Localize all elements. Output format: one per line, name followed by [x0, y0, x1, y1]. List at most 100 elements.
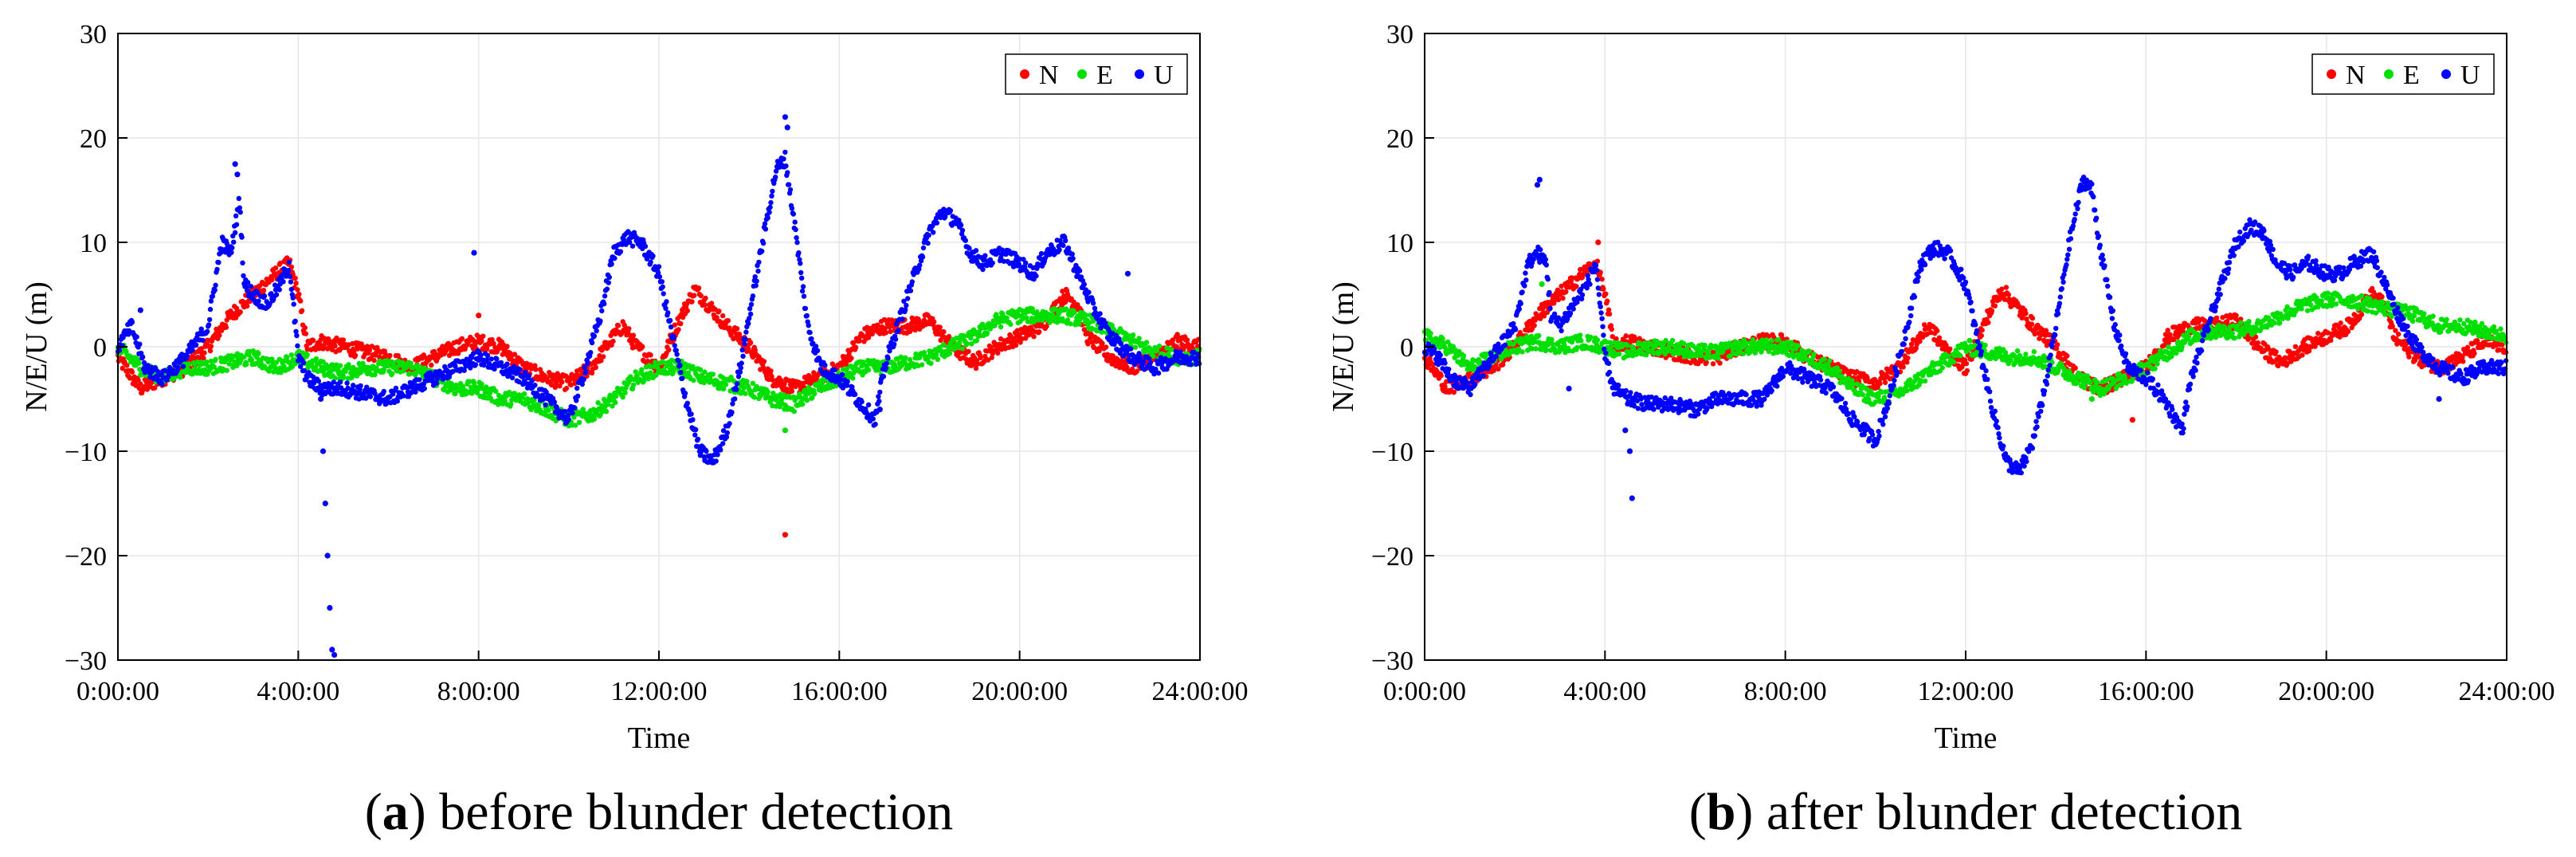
legend-label-u: U	[1154, 61, 1174, 90]
data-point	[748, 301, 755, 308]
legend-marker-u	[1135, 69, 1144, 79]
data-point	[783, 163, 789, 169]
data-point	[572, 405, 578, 411]
x-tick-label: 12:00:00	[611, 677, 708, 706]
outlier-point	[237, 354, 243, 360]
data-point	[236, 195, 241, 202]
data-point	[768, 199, 774, 206]
data-point	[770, 188, 775, 195]
data-point	[1069, 251, 1075, 257]
panel-caption: (a) before blunder detection	[365, 783, 954, 841]
outlier-point	[782, 114, 789, 120]
outlier-point	[318, 395, 324, 403]
data-point	[231, 239, 237, 245]
data-point	[850, 375, 856, 381]
data-point	[807, 329, 813, 336]
data-point	[594, 328, 599, 334]
legend-label-n: N	[1039, 61, 1059, 90]
data-point	[135, 377, 141, 383]
data-point	[1132, 344, 1139, 350]
data-point	[663, 305, 669, 311]
data-point	[935, 356, 941, 362]
data-point	[417, 364, 423, 370]
data-point	[919, 362, 925, 368]
outlier-point	[329, 647, 335, 653]
data-point	[237, 210, 243, 215]
data-point	[1090, 301, 1096, 306]
data-point	[747, 311, 754, 317]
data-point	[261, 293, 268, 299]
data-point	[947, 351, 953, 356]
outlier-point	[232, 161, 238, 167]
data-point	[429, 362, 434, 368]
data-point	[892, 336, 899, 342]
data-point	[248, 284, 254, 289]
data-point	[593, 364, 598, 371]
data-point	[381, 388, 386, 395]
data-point	[533, 367, 539, 372]
outlier-point	[322, 500, 328, 507]
data-point	[472, 362, 479, 368]
data-point	[295, 343, 300, 348]
data-point	[1083, 313, 1088, 318]
data-point	[801, 293, 807, 299]
data-point	[905, 296, 911, 301]
data-point	[1031, 334, 1037, 340]
data-point	[198, 346, 204, 352]
outlier-point	[137, 307, 143, 313]
data-point	[743, 336, 748, 342]
data-point	[900, 316, 905, 322]
data-point	[684, 308, 690, 313]
data-point	[998, 324, 1004, 330]
data-point	[214, 266, 220, 273]
data-point	[1097, 311, 1103, 316]
data-point	[285, 268, 292, 273]
data-point	[882, 325, 888, 332]
data-point	[650, 253, 656, 259]
data-point	[734, 381, 740, 387]
data-point	[543, 402, 548, 407]
data-point	[417, 377, 422, 383]
data-point	[1188, 362, 1194, 368]
data-point	[720, 313, 726, 319]
data-point	[216, 260, 222, 265]
data-point	[859, 399, 865, 405]
data-point	[1599, 277, 1605, 282]
data-point	[753, 283, 759, 289]
legend-label-e: E	[1096, 61, 1113, 90]
data-point	[300, 360, 307, 366]
data-point	[667, 317, 673, 324]
data-point	[781, 156, 786, 162]
data-point	[978, 355, 983, 360]
data-point	[583, 369, 589, 375]
data-point	[865, 367, 872, 373]
data-point	[159, 381, 165, 387]
data-point	[598, 318, 603, 324]
data-point	[693, 427, 699, 433]
data-point	[206, 322, 212, 328]
data-point	[304, 352, 310, 358]
data-point	[406, 371, 413, 376]
y-tick-label: 30	[80, 20, 107, 49]
y-tick-label: 0	[93, 333, 107, 363]
data-point	[200, 337, 206, 344]
data-point	[740, 353, 746, 359]
data-point	[1143, 340, 1150, 345]
data-point	[202, 350, 207, 356]
data-point	[870, 416, 876, 422]
data-point	[1155, 348, 1160, 353]
data-point	[744, 379, 750, 384]
data-point	[713, 458, 719, 464]
data-point	[1155, 370, 1162, 376]
data-point	[734, 326, 740, 332]
data-point	[832, 367, 837, 372]
data-point	[295, 287, 300, 293]
data-point	[903, 355, 908, 360]
data-point	[931, 319, 937, 324]
data-point	[1096, 348, 1102, 354]
data-point	[786, 182, 792, 187]
data-point	[292, 275, 298, 281]
data-point	[261, 287, 267, 293]
data-point	[351, 383, 356, 388]
data-point	[794, 235, 799, 241]
